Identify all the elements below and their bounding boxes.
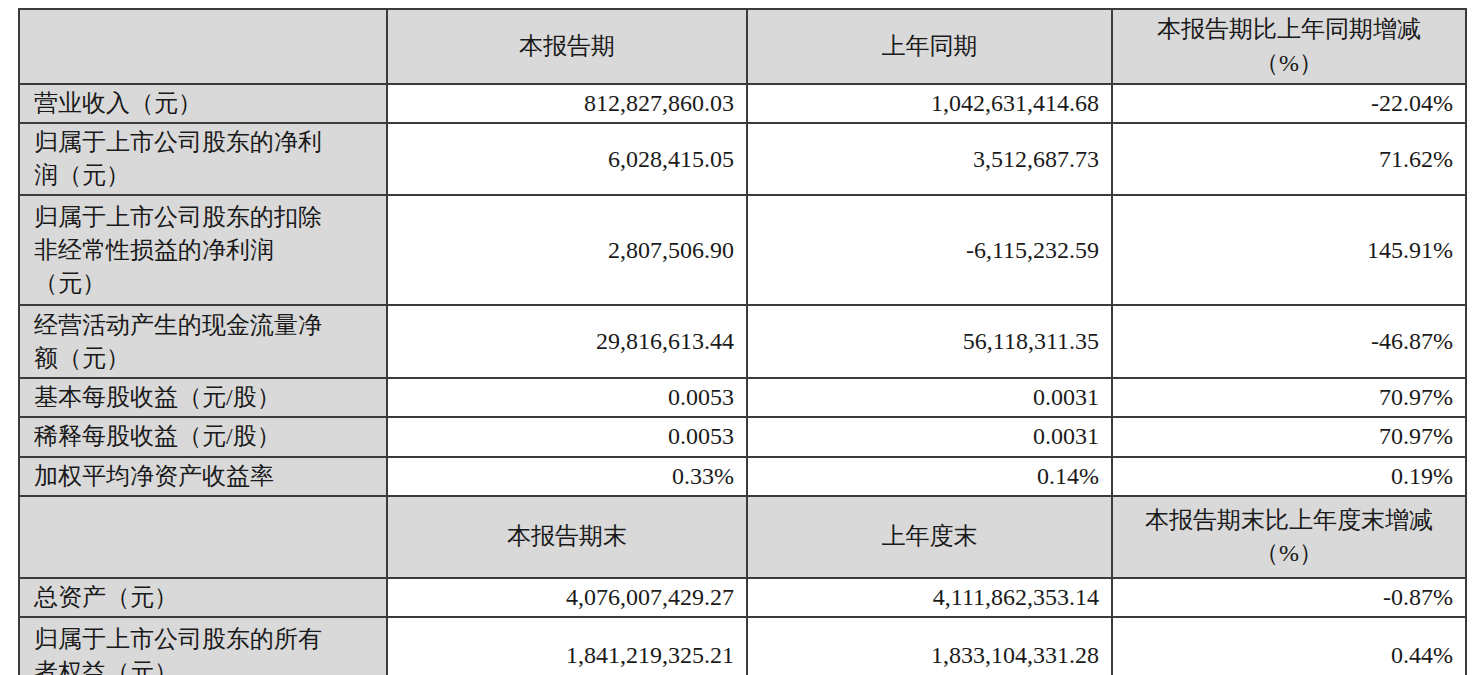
row-label: 归属于上市公司股东的所有 者权益（元） — [19, 617, 387, 675]
value-cell: -0.87% — [1112, 578, 1466, 617]
row-label: 稀释每股收益（元/股） — [19, 417, 387, 456]
value-cell: 145.91% — [1112, 195, 1466, 305]
value-cell: 812,827,860.03 — [387, 84, 747, 123]
value-cell: 0.0053 — [387, 417, 747, 456]
header-cell-blank — [19, 496, 387, 578]
value-cell: 3,512,687.73 — [747, 123, 1112, 195]
header-cell-prior-period: 上年同期 — [747, 9, 1112, 84]
table-row-weighted-avg-roe: 加权平均净资产收益率 0.33% 0.14% 0.19% — [19, 457, 1466, 496]
value-cell: 0.33% — [387, 457, 747, 496]
row-label: 基本每股收益（元/股） — [19, 378, 387, 417]
table-row-net-profit: 归属于上市公司股东的净利 润（元） 6,028,415.05 3,512,687… — [19, 123, 1466, 195]
table-row-basic-eps: 基本每股收益（元/股） 0.0053 0.0031 70.97% — [19, 378, 1466, 417]
row-label: 总资产（元） — [19, 578, 387, 617]
table-row-owners-equity: 归属于上市公司股东的所有 者权益（元） 1,841,219,325.21 1,8… — [19, 617, 1466, 675]
value-cell: 2,807,506.90 — [387, 195, 747, 305]
header-cell-current-period-end: 本报告期末 — [387, 496, 747, 578]
report-page: 本报告期 上年同期 本报告期比上年同期增减 （%） 营业收入（元） 812,82… — [0, 0, 1480, 675]
value-cell: 0.0031 — [747, 417, 1112, 456]
value-cell: 1,841,219,325.21 — [387, 617, 747, 675]
header-cell-prior-year-end: 上年度末 — [747, 496, 1112, 578]
table-row-total-assets: 总资产（元） 4,076,007,429.27 4,111,862,353.14… — [19, 578, 1466, 617]
value-cell: 71.62% — [1112, 123, 1466, 195]
value-cell: -6,115,232.59 — [747, 195, 1112, 305]
table-row-operating-cash-flow: 经营活动产生的现金流量净 额（元） 29,816,613.44 56,118,3… — [19, 305, 1466, 378]
value-cell: 70.97% — [1112, 417, 1466, 456]
value-cell: -22.04% — [1112, 84, 1466, 123]
header-cell-current-period: 本报告期 — [387, 9, 747, 84]
table-header-row-period: 本报告期 上年同期 本报告期比上年同期增减 （%） — [19, 9, 1466, 84]
value-cell: 0.0031 — [747, 378, 1112, 417]
value-cell: 70.97% — [1112, 378, 1466, 417]
value-cell: 0.19% — [1112, 457, 1466, 496]
value-cell: 1,833,104,331.28 — [747, 617, 1112, 675]
row-label: 经营活动产生的现金流量净 额（元） — [19, 305, 387, 378]
row-label: 归属于上市公司股东的净利 润（元） — [19, 123, 387, 195]
header-cell-period-end-change: 本报告期末比上年度末增减 （%） — [1112, 496, 1466, 578]
value-cell: 0.0053 — [387, 378, 747, 417]
table-row-net-profit-excl-nonrecurring: 归属于上市公司股东的扣除 非经常性损益的净利润 （元） 2,807,506.90… — [19, 195, 1466, 305]
row-label: 归属于上市公司股东的扣除 非经常性损益的净利润 （元） — [19, 195, 387, 305]
table-header-row-period-end: 本报告期末 上年度末 本报告期末比上年度末增减 （%） — [19, 496, 1466, 578]
table-row-diluted-eps: 稀释每股收益（元/股） 0.0053 0.0031 70.97% — [19, 417, 1466, 456]
value-cell: 1,042,631,414.68 — [747, 84, 1112, 123]
financial-summary-table: 本报告期 上年同期 本报告期比上年同期增减 （%） 营业收入（元） 812,82… — [18, 8, 1467, 675]
header-cell-period-change: 本报告期比上年同期增减 （%） — [1112, 9, 1466, 84]
value-cell: 56,118,311.35 — [747, 305, 1112, 378]
value-cell: 0.14% — [747, 457, 1112, 496]
value-cell: 6,028,415.05 — [387, 123, 747, 195]
value-cell: 4,076,007,429.27 — [387, 578, 747, 617]
row-label: 加权平均净资产收益率 — [19, 457, 387, 496]
header-cell-blank — [19, 9, 387, 84]
row-label: 营业收入（元） — [19, 84, 387, 123]
value-cell: 4,111,862,353.14 — [747, 578, 1112, 617]
value-cell: 29,816,613.44 — [387, 305, 747, 378]
value-cell: 0.44% — [1112, 617, 1466, 675]
value-cell: -46.87% — [1112, 305, 1466, 378]
table-row-revenue: 营业收入（元） 812,827,860.03 1,042,631,414.68 … — [19, 84, 1466, 123]
